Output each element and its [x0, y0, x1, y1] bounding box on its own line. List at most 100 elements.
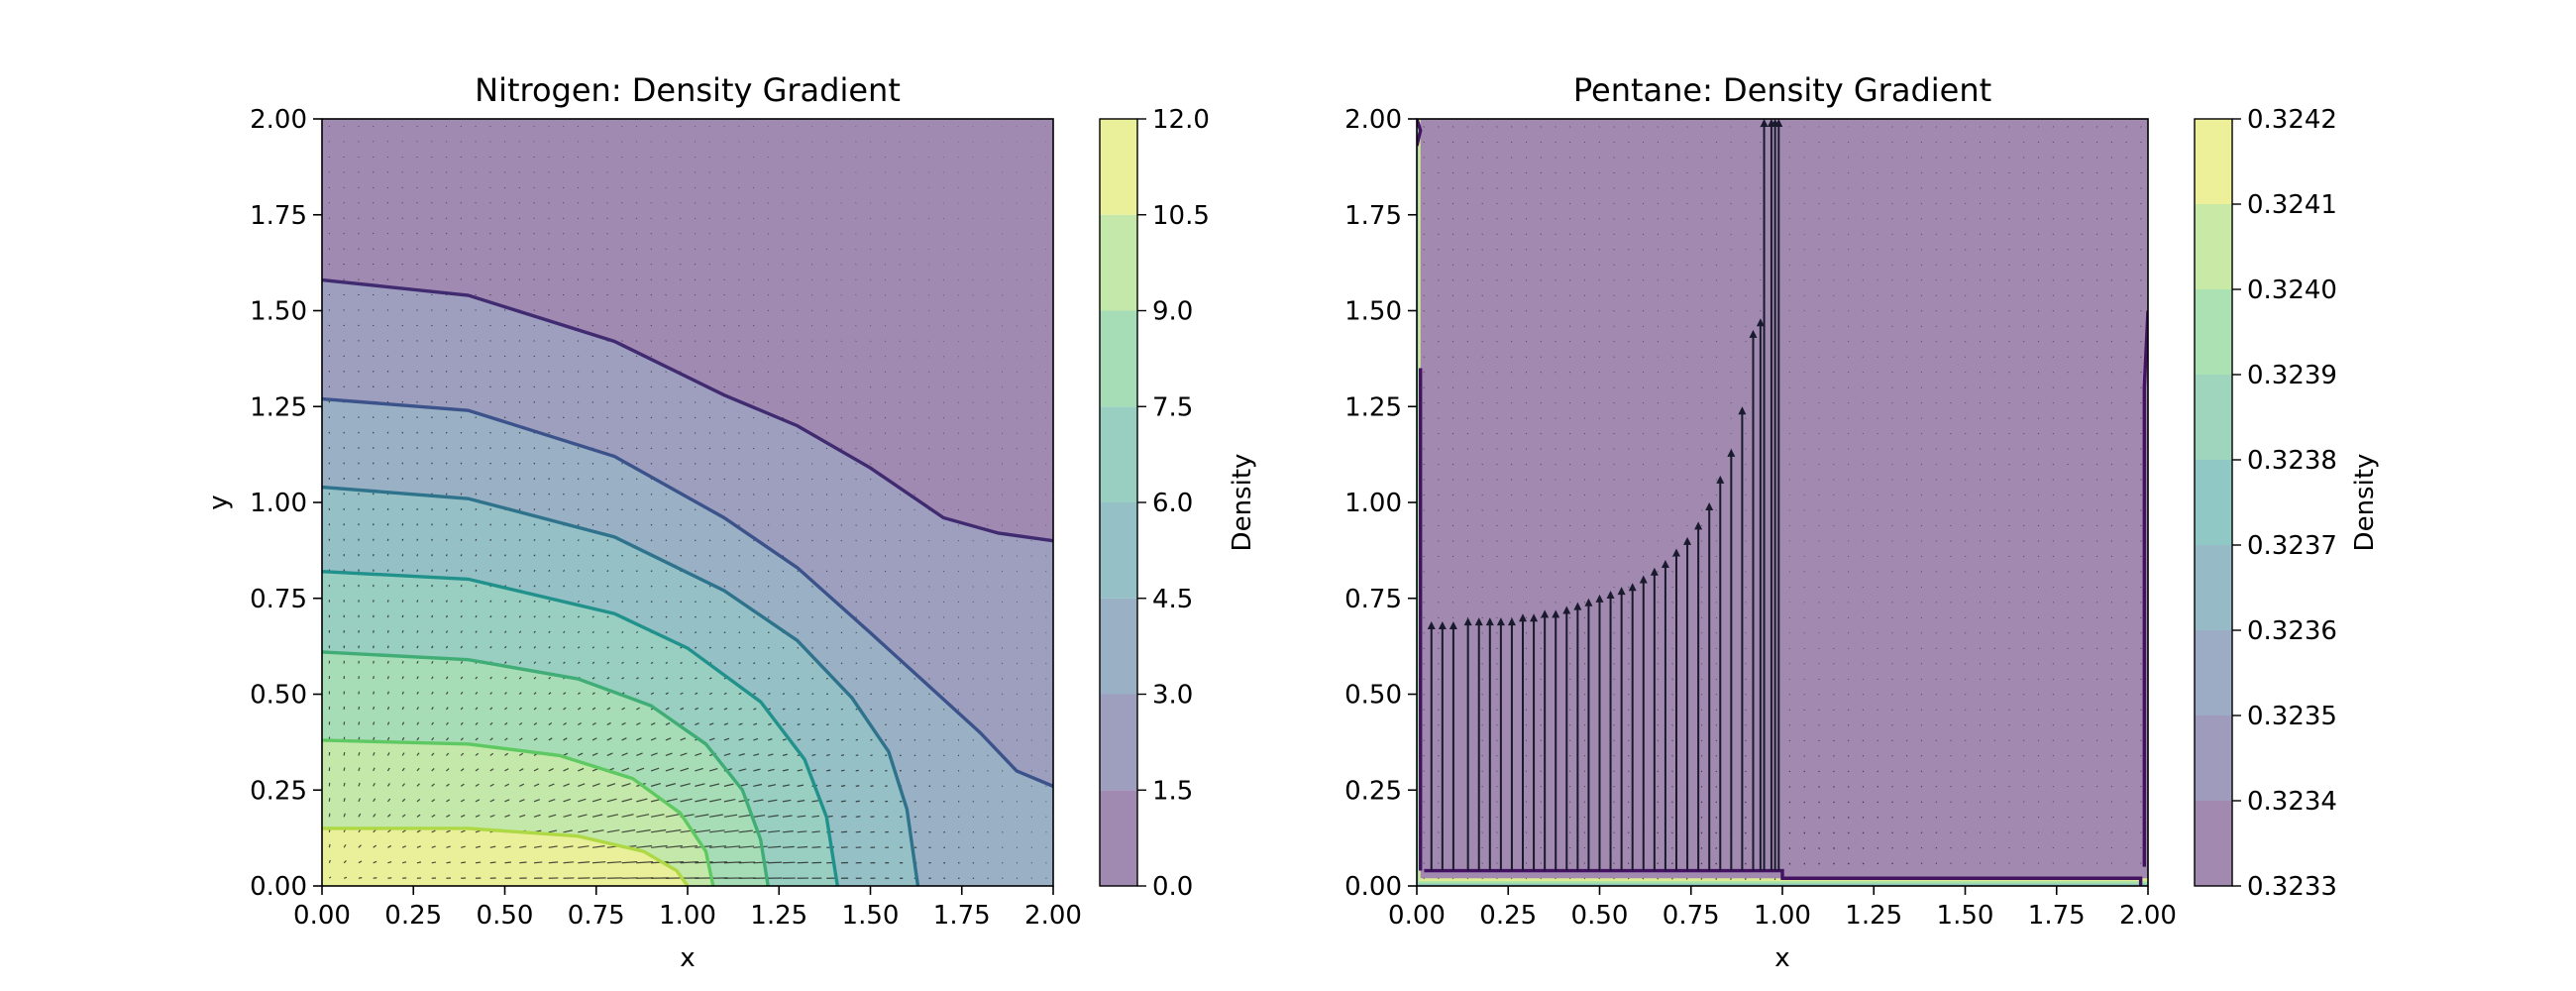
pentane-contour-area — [1417, 119, 2148, 886]
y-tick-label: 1.50 — [250, 297, 307, 327]
vertical-arrow-head — [1595, 594, 1604, 603]
vertical-arrow-head — [1774, 119, 1783, 127]
colorbar-tick-label: 4.5 — [1152, 585, 1193, 614]
vertical-arrow-head — [1463, 617, 1472, 626]
vertical-arrow-head — [1584, 598, 1593, 606]
colorbar-band — [1100, 406, 1137, 502]
colorbar-tick-label: 0.3233 — [2247, 872, 2337, 902]
y-tick-label: 0.50 — [250, 681, 307, 711]
colorbar-tick-label: 0.0 — [1152, 872, 1193, 902]
colorbar-tick-label: 6.0 — [1152, 489, 1193, 518]
contour-line — [322, 277, 1053, 543]
vertical-arrow-head — [1650, 567, 1659, 576]
colorbar-tick-label: 10.5 — [1152, 201, 1210, 231]
nitrogen-y-axis-label: y — [204, 495, 234, 509]
pentane-colorbar: 0.3233 0.3234 0.3235 0.3236 0.3237 0.3238 0.32… — [2194, 105, 2380, 902]
x-tick-label: 1.50 — [1937, 901, 1994, 931]
nitrogen-x-ticks: 0.00 0.25 0.50 0.75 1.00 1.25 1.50 1.75 2.00 — [293, 886, 1082, 931]
colorbar-band — [2195, 630, 2232, 716]
contour-line — [322, 826, 690, 886]
x-tick-label: 0.00 — [293, 901, 351, 931]
colorbar-band — [1100, 214, 1137, 311]
x-tick-label: 2.00 — [1024, 901, 1082, 931]
y-tick-label: 1.50 — [1344, 297, 1402, 327]
contour-line — [322, 396, 1053, 788]
pentane-x-axis-label: x — [1774, 943, 1789, 973]
colorbar-band — [2195, 375, 2232, 460]
vertical-arrow-head — [1530, 613, 1539, 622]
colorbar-band — [1100, 310, 1137, 407]
pentane-colorbar-frame — [2194, 118, 2233, 887]
vertical-arrow-head — [1617, 587, 1626, 596]
vertical-arrow-head — [1485, 617, 1494, 626]
colorbar-band — [2195, 801, 2232, 886]
vertical-arrow-head — [1427, 620, 1436, 629]
nitrogen-contour-area — [322, 119, 1053, 886]
contour-line — [1424, 868, 2143, 886]
vertical-arrow-head — [1507, 617, 1516, 626]
vertical-arrow-head — [1760, 119, 1769, 127]
vertical-arrow-group — [1427, 119, 1783, 871]
vertical-arrow-head — [1628, 583, 1637, 592]
colorbar-tick-label: 12.0 — [1152, 105, 1210, 135]
nitrogen-x-axis-label: x — [680, 943, 695, 973]
vertical-arrow-head — [1639, 575, 1648, 584]
colorbar-tick-label: 0.3237 — [2247, 531, 2337, 561]
colorbar-band — [1100, 790, 1137, 886]
colorbar-tick-label: 0.3241 — [2247, 190, 2337, 220]
vertical-arrow-head — [1683, 536, 1692, 545]
quiver-field — [1423, 126, 2142, 881]
colorbar-band — [2195, 545, 2232, 630]
colorbar-tick-label: 1.5 — [1152, 776, 1193, 806]
vertical-arrow-head — [1705, 502, 1714, 510]
x-tick-label: 1.25 — [750, 901, 807, 931]
colorbar-band — [2195, 716, 2232, 801]
y-tick-label: 1.75 — [250, 201, 307, 231]
vertical-arrow-head — [1449, 620, 1457, 629]
colorbar-tick-label: 0.3236 — [2247, 616, 2337, 646]
colorbar-band — [1100, 694, 1137, 791]
y-tick-label: 1.00 — [1344, 489, 1402, 518]
y-tick-label: 0.25 — [250, 776, 307, 806]
vertical-arrow-head — [1738, 406, 1747, 415]
y-tick-label: 0.00 — [250, 872, 307, 902]
pentane-panel: Pentane: Density Gradient 0.00 0.25 0.50 0.… — [1344, 71, 2177, 973]
contour-line — [1417, 119, 1423, 147]
vertical-arrow-head — [1562, 606, 1571, 614]
nitrogen-colorbar: 0.0 1.5 3.0 4.5 6.0 7.5 9.0 10.5 12.0 Density — [1099, 105, 1257, 902]
x-tick-label: 1.75 — [2028, 901, 2086, 931]
vertical-arrow-head — [1661, 560, 1669, 569]
y-tick-label: 2.00 — [1344, 105, 1402, 135]
y-tick-label: 0.00 — [1344, 872, 1402, 902]
quiver-field — [328, 126, 1047, 879]
vertical-arrow-head — [1756, 318, 1765, 327]
colorbar-band — [1100, 598, 1137, 695]
colorbar-band — [2195, 204, 2232, 289]
colorbar-tick-label: 3.0 — [1152, 681, 1193, 711]
vertical-arrow-head — [1474, 617, 1483, 626]
x-tick-label: 1.25 — [1845, 901, 1902, 931]
x-tick-label: 0.75 — [1663, 901, 1720, 931]
pentane-title: Pentane: Density Gradient — [1573, 71, 1991, 109]
nitrogen-colorbar-label: Density — [1228, 454, 1257, 552]
colorbar-band — [1100, 502, 1137, 599]
nitrogen-y-ticks: 0.00 0.25 0.50 0.75 1.00 1.25 1.50 1.75 2.00 — [250, 105, 322, 902]
y-tick-label: 1.25 — [250, 392, 307, 422]
x-tick-label: 0.25 — [384, 901, 442, 931]
contour-line — [322, 485, 920, 886]
x-tick-label: 1.50 — [842, 901, 900, 931]
colorbar-band — [2195, 460, 2232, 545]
nitrogen-panel: Nitrogen: Density Gradient 0.00 0.25 0.50 0… — [204, 71, 1082, 973]
contour-band — [322, 827, 688, 886]
contour-line — [322, 738, 715, 886]
vertical-arrow-head — [1438, 620, 1447, 629]
vertical-arrow-head — [1694, 521, 1703, 530]
vertical-arrow-head — [1541, 609, 1550, 618]
y-tick-label: 1.00 — [250, 489, 307, 518]
colorbar-tick-label: 0.3242 — [2247, 105, 2337, 135]
y-tick-label: 0.25 — [1344, 776, 1402, 806]
x-tick-label: 1.00 — [659, 901, 716, 931]
colorbar-tick-label: 0.3239 — [2247, 361, 2337, 390]
x-tick-label: 0.25 — [1479, 901, 1537, 931]
